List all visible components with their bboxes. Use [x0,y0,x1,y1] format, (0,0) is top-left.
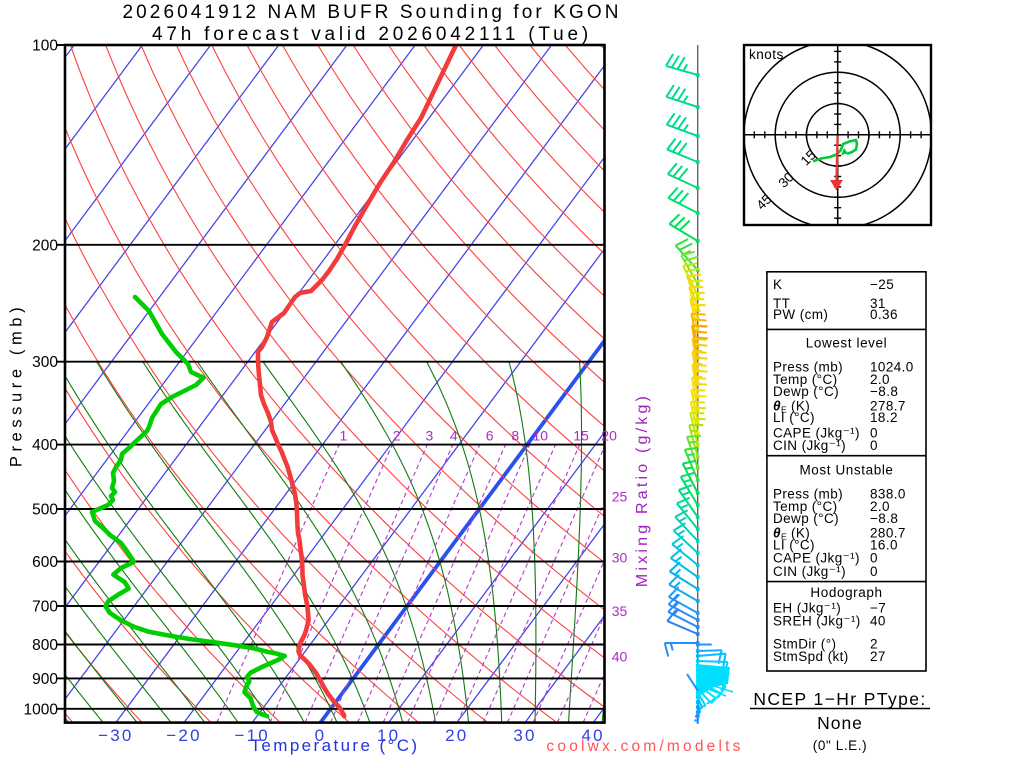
svg-text:knots: knots [749,47,784,62]
svg-text:CAPE (Jkg⁻¹): CAPE (Jkg⁻¹) [773,425,860,440]
svg-text:Temp (°C): Temp (°C) [773,372,838,387]
svg-text:20: 20 [601,428,617,444]
svg-text:−8.8: −8.8 [870,384,898,399]
svg-text:Press (mb): Press (mb) [773,487,843,502]
svg-text:0: 0 [870,425,878,440]
svg-text:18.2: 18.2 [870,410,898,425]
svg-text:−8.8: −8.8 [870,511,898,526]
svg-text:CIN (Jkg⁻¹): CIN (Jkg⁻¹) [773,564,846,579]
svg-text:Lowest level: Lowest level [806,336,888,351]
svg-text:1: 1 [340,428,348,444]
svg-text:500: 500 [32,502,58,519]
svg-text:27: 27 [870,649,886,664]
svg-text:838.0: 838.0 [870,487,906,502]
svg-text:Hodograph: Hodograph [810,585,882,600]
svg-text:200: 200 [32,237,58,254]
svg-text:SREH (Jkg⁻¹): SREH (Jkg⁻¹) [773,614,861,629]
svg-text:6: 6 [486,428,494,444]
svg-text:20: 20 [445,726,468,745]
svg-text:2.0: 2.0 [870,499,890,514]
svg-text:40: 40 [612,649,628,665]
svg-text:300: 300 [32,354,58,371]
svg-text:−30: −30 [98,726,133,745]
svg-text:CAPE (Jkg⁻¹): CAPE (Jkg⁻¹) [773,551,860,566]
svg-text:1000: 1000 [24,701,59,718]
svg-text:10: 10 [533,428,549,444]
svg-text:None: None [817,713,863,733]
svg-text:Mixing Ratio (g/kg): Mixing Ratio (g/kg) [634,393,651,587]
svg-text:400: 400 [32,437,58,454]
svg-text:280.7: 280.7 [870,525,906,540]
svg-text:E: E [781,532,787,542]
svg-text:LI (°C): LI (°C) [773,410,815,425]
svg-text:30: 30 [612,550,628,566]
svg-text:θ: θ [773,398,781,413]
svg-text:800: 800 [32,637,58,654]
svg-text:(K): (K) [791,398,810,413]
svg-text:StmSpd (kt): StmSpd (kt) [773,649,849,664]
svg-text:15: 15 [573,428,589,444]
svg-text:NCEP 1−Hr PType:: NCEP 1−Hr PType: [753,689,926,709]
svg-text:LI (°C): LI (°C) [773,538,815,553]
svg-text:10: 10 [377,726,400,745]
svg-text:(0" L.E.): (0" L.E.) [813,738,867,753]
svg-text:15: 15 [798,147,819,168]
svg-text:4: 4 [450,428,458,444]
svg-text:2.0: 2.0 [870,372,890,387]
svg-text:Temp (°C): Temp (°C) [773,499,838,514]
svg-text:TT: TT [773,296,790,311]
svg-text:Dewp (°C): Dewp (°C) [773,384,839,399]
svg-text:Dewp (°C): Dewp (°C) [773,511,839,526]
svg-text:Press (mb): Press (mb) [773,359,843,374]
svg-text:2: 2 [393,428,401,444]
svg-text:−7: −7 [870,600,886,615]
svg-text:Temperature (°C): Temperature (°C) [251,736,420,755]
svg-text:900: 900 [32,671,58,688]
svg-text:θ: θ [773,525,781,540]
svg-text:0: 0 [870,564,878,579]
svg-text:Pressure (mb): Pressure (mb) [8,303,26,467]
svg-text:EH (Jkg⁻¹): EH (Jkg⁻¹) [773,600,841,615]
svg-text:PW (cm): PW (cm) [773,307,828,322]
svg-text:100: 100 [32,38,58,55]
svg-text:45: 45 [753,192,774,213]
svg-text:−20: −20 [166,726,201,745]
svg-text:0: 0 [315,726,327,745]
svg-text:278.7: 278.7 [870,398,906,413]
svg-text:25: 25 [612,489,628,505]
svg-text:30: 30 [513,726,536,745]
svg-text:2026041912 NAM BUFR Sounding f: 2026041912 NAM BUFR Sounding for KGON [122,2,621,23]
svg-text:40: 40 [870,614,886,629]
svg-text:1024.0: 1024.0 [870,359,914,374]
svg-text:0.36: 0.36 [870,307,898,322]
svg-text:E: E [781,405,787,415]
svg-text:0: 0 [870,438,878,453]
svg-text:3: 3 [426,428,434,444]
svg-text:35: 35 [612,603,628,619]
svg-text:coolwx.com/modelts: coolwx.com/modelts [546,738,743,755]
svg-text:CIN (Jkg⁻¹): CIN (Jkg⁻¹) [773,438,846,453]
svg-text:8: 8 [511,428,519,444]
svg-text:StmDir (°): StmDir (°) [773,637,836,652]
svg-text:K: K [773,277,782,292]
svg-text:−10: −10 [234,726,269,745]
svg-text:16.0: 16.0 [870,538,898,553]
svg-text:47h forecast valid 2026042111: 47h forecast valid 2026042111 (Tue) [152,24,592,45]
svg-text:40: 40 [582,726,605,745]
svg-text:−25: −25 [870,277,894,292]
svg-text:Most Unstable: Most Unstable [799,463,893,478]
svg-text:(K): (K) [791,525,810,540]
svg-text:31: 31 [870,296,886,311]
svg-text:0: 0 [870,551,878,566]
svg-text:600: 600 [32,554,58,571]
svg-text:2: 2 [870,637,878,652]
svg-text:700: 700 [32,599,58,616]
